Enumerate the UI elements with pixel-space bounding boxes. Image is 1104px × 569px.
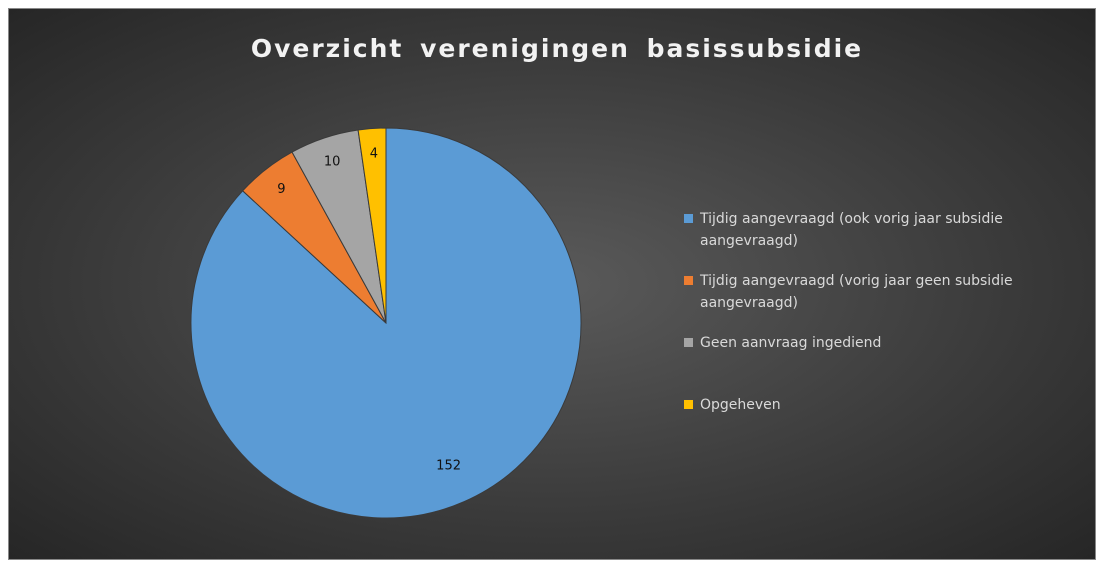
legend-swatch [684,400,693,409]
legend-swatch [684,276,693,285]
data-label: 10 [324,155,341,170]
legend-item: Tijdig aangevraagd (vorig jaar geen subs… [684,270,1064,332]
legend-item: Geen aanvraag ingediend [684,332,1064,394]
legend-label: Tijdig aangevraagd (ook vorig jaar subsi… [700,211,1003,249]
legend-label: Tijdig aangevraagd (vorig jaar geen subs… [700,273,1013,311]
chart-title: Overzicht verenigingen basissubsidie [251,34,863,63]
data-label: 152 [436,458,461,473]
data-label: 4 [370,146,378,161]
legend-item: Opgeheven [684,394,1064,456]
pie-slice [357,127,387,324]
chart: Overzicht verenigingen basissubsidie 152… [190,34,863,519]
legend-label: Opgeheven [700,397,781,413]
data-label: 9 [277,182,285,197]
legend-item: Tijdig aangevraagd (ook vorig jaar subsi… [684,208,1064,270]
legend-swatch [684,214,693,223]
legend-label: Geen aanvraag ingediend [700,335,882,351]
chart-area: Overzicht verenigingen basissubsidie 152… [8,8,1096,560]
legend-swatch [684,338,693,347]
legend: Tijdig aangevraagd (ook vorig jaar subsi… [684,208,1064,456]
